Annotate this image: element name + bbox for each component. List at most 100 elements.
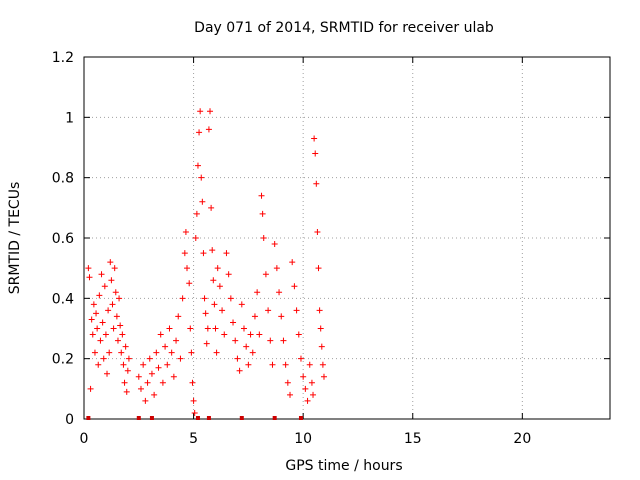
data-point	[120, 361, 127, 368]
y-tick-label: 1	[65, 110, 74, 126]
data-point	[108, 277, 115, 284]
data-point	[271, 241, 278, 248]
data-point	[302, 385, 309, 392]
y-tick-label: 0.4	[52, 291, 74, 307]
data-layer	[85, 108, 327, 420]
data-point	[122, 343, 129, 350]
data-point	[269, 361, 276, 368]
data-point	[117, 322, 124, 329]
data-point	[201, 295, 208, 302]
baseline-marker	[298, 416, 303, 420]
data-point	[249, 349, 256, 356]
data-point	[300, 373, 307, 380]
x-tick-label: 20	[513, 431, 531, 447]
chart-title: Day 071 of 2014, SRMTID for receiver ula…	[194, 20, 494, 36]
data-point	[312, 150, 319, 157]
data-point	[232, 337, 239, 344]
baseline-marker	[239, 416, 244, 420]
data-point	[202, 310, 209, 317]
data-point	[107, 259, 114, 266]
tick-layer: 0 0.2 0.4 0.6 0.8 1 1.2 0 5 10 15 20	[52, 50, 610, 447]
data-point	[144, 379, 151, 386]
data-point	[93, 310, 100, 317]
data-point	[297, 355, 304, 362]
data-point	[293, 307, 300, 314]
data-point	[119, 331, 126, 338]
data-point	[192, 235, 199, 241]
data-point	[173, 337, 180, 344]
baseline-marker	[136, 416, 141, 420]
data-point	[273, 265, 280, 272]
data-point	[311, 135, 318, 142]
y-tick-label: 0.8	[52, 171, 74, 187]
data-point	[179, 295, 186, 302]
data-point	[181, 250, 188, 257]
data-point	[99, 319, 106, 326]
data-point	[95, 361, 102, 368]
data-point	[310, 391, 317, 398]
data-point	[245, 361, 252, 368]
data-point	[91, 349, 98, 356]
data-point	[238, 301, 245, 308]
data-point	[236, 367, 243, 374]
data-point	[251, 313, 258, 320]
data-point	[98, 271, 105, 278]
data-point	[142, 397, 149, 404]
data-point	[284, 379, 291, 386]
data-point	[304, 397, 311, 404]
data-point	[106, 349, 113, 356]
data-point	[89, 331, 96, 338]
data-point	[101, 283, 108, 290]
data-point	[121, 379, 128, 386]
data-point	[278, 313, 285, 320]
data-point	[90, 301, 97, 308]
data-point	[225, 271, 232, 278]
data-point	[184, 265, 191, 272]
data-point	[87, 385, 94, 392]
data-point	[102, 331, 109, 338]
data-point	[188, 349, 195, 356]
data-point	[259, 210, 266, 217]
data-point	[280, 337, 287, 344]
x-tick-label: 15	[404, 431, 422, 447]
data-point	[86, 274, 93, 281]
data-point	[135, 373, 142, 380]
data-point	[198, 174, 205, 181]
data-point	[265, 307, 272, 314]
data-point	[114, 337, 121, 344]
data-point	[187, 325, 194, 332]
data-point	[110, 325, 117, 332]
data-point	[207, 108, 214, 115]
data-point	[151, 391, 158, 398]
data-point	[287, 391, 294, 398]
data-point	[230, 319, 237, 326]
data-point	[170, 373, 177, 380]
x-tick-label: 10	[294, 431, 312, 447]
data-point	[315, 265, 322, 272]
data-point	[262, 271, 269, 278]
data-point	[166, 325, 173, 332]
data-point	[316, 307, 323, 314]
data-point	[203, 340, 210, 347]
data-point	[295, 331, 302, 338]
data-point	[96, 292, 103, 299]
data-point	[313, 180, 320, 187]
data-point	[137, 385, 144, 392]
data-point	[200, 250, 207, 257]
data-point	[213, 349, 220, 356]
baseline-marker	[86, 416, 91, 420]
plot-frame	[83, 56, 611, 420]
data-point	[216, 283, 223, 290]
data-point	[116, 295, 123, 302]
data-point	[100, 355, 107, 362]
data-point	[162, 343, 169, 350]
data-point	[211, 301, 218, 308]
data-point	[306, 361, 313, 368]
data-point	[243, 343, 250, 350]
baseline-marker	[195, 416, 200, 420]
data-point	[318, 343, 325, 350]
y-tick-label: 0.2	[52, 352, 74, 368]
data-point	[177, 355, 184, 362]
baseline-marker	[206, 416, 211, 420]
data-point	[212, 325, 219, 332]
